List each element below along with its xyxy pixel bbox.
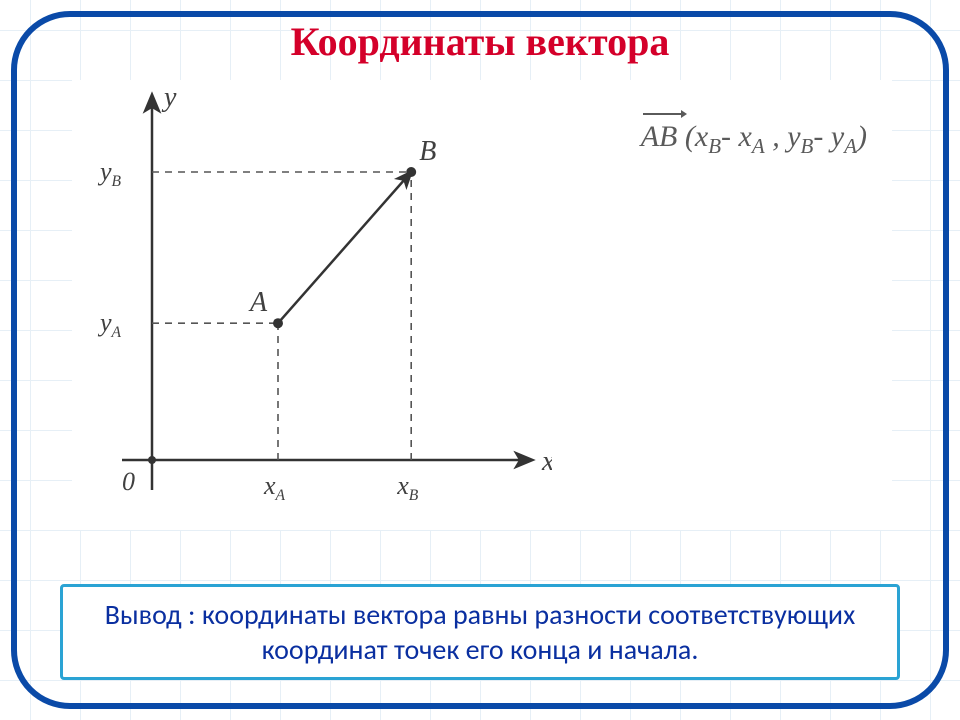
formula-close: )	[857, 120, 867, 153]
diagram-area: 0xyABxAxByAyB AB (xB- xA , yB- yA)	[72, 80, 892, 530]
formula-minus2: -	[813, 120, 823, 153]
page-title: Координаты вектора	[0, 18, 960, 65]
formula-vector-name: AB	[641, 120, 678, 153]
svg-text:B: B	[419, 136, 436, 167]
svg-text:xB: xB	[396, 471, 419, 504]
svg-text:0: 0	[122, 467, 135, 496]
formula-open: (	[685, 120, 695, 153]
formula-xa: x	[739, 120, 752, 153]
formula-minus1: -	[721, 120, 731, 153]
vector-diagram: 0xyABxAxByAyB	[72, 80, 552, 520]
formula-ya-sub: A	[844, 134, 857, 158]
svg-text:y: y	[161, 82, 177, 113]
formula-xa-sub: A	[752, 134, 765, 158]
formula-xb-sub: B	[708, 134, 721, 158]
formula-comma: ,	[765, 120, 788, 153]
formula-ya: y	[831, 120, 844, 153]
svg-text:A: A	[248, 287, 268, 318]
svg-text:yB: yB	[97, 157, 122, 190]
formula-xb: x	[695, 120, 708, 153]
svg-text:yA: yA	[97, 308, 122, 341]
svg-text:x: x	[541, 446, 552, 477]
vector-formula: AB (xB- xA , yB- yA)	[641, 120, 867, 159]
formula-yb: y	[787, 120, 800, 153]
svg-text:xA: xA	[263, 471, 286, 504]
conclusion-box: Вывод : координаты вектора равны разност…	[60, 584, 900, 680]
formula-yb-sub: B	[801, 134, 814, 158]
